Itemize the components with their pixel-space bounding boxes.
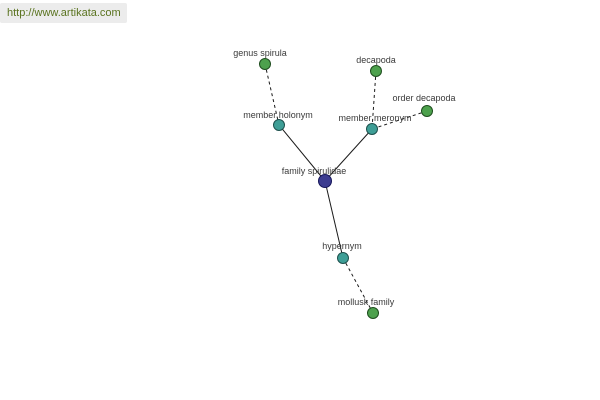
- node-mollusk-family[interactable]: [367, 307, 379, 319]
- node-member-meronym[interactable]: [366, 123, 378, 135]
- node-decapoda[interactable]: [370, 65, 382, 77]
- node-label-member-meronym: member meronym: [338, 113, 411, 123]
- node-member-holonym[interactable]: [273, 119, 285, 131]
- edge-decapoda-member-meronym: [371, 70, 377, 130]
- node-genus-spirula[interactable]: [259, 58, 271, 70]
- node-family-spirulidae[interactable]: [318, 174, 332, 188]
- node-label-family-spirulidae: family spirulidae: [282, 166, 347, 176]
- node-label-order-decapoda: order decapoda: [392, 93, 455, 103]
- node-label-decapoda: decapoda: [356, 55, 396, 65]
- site-url-link[interactable]: http://www.artikata.com: [0, 3, 127, 23]
- node-hypernym[interactable]: [337, 252, 349, 264]
- node-label-hypernym: hypernym: [322, 241, 362, 251]
- node-label-genus-spirula: genus spirula: [233, 48, 287, 58]
- node-order-decapoda[interactable]: [421, 105, 433, 117]
- node-label-member-holonym: member holonym: [243, 110, 313, 120]
- edge-member-meronym-family-spirulidae: [324, 128, 373, 182]
- edge-genus-spirula-member-holonym: [264, 63, 280, 126]
- node-label-mollusk-family: mollusk family: [338, 297, 395, 307]
- edge-order-decapoda-member-meronym: [371, 110, 428, 130]
- edge-hypernym-mollusk-family: [342, 257, 374, 314]
- edge-family-spirulidae-hypernym: [324, 180, 344, 259]
- edge-member-holonym-family-spirulidae: [278, 124, 326, 182]
